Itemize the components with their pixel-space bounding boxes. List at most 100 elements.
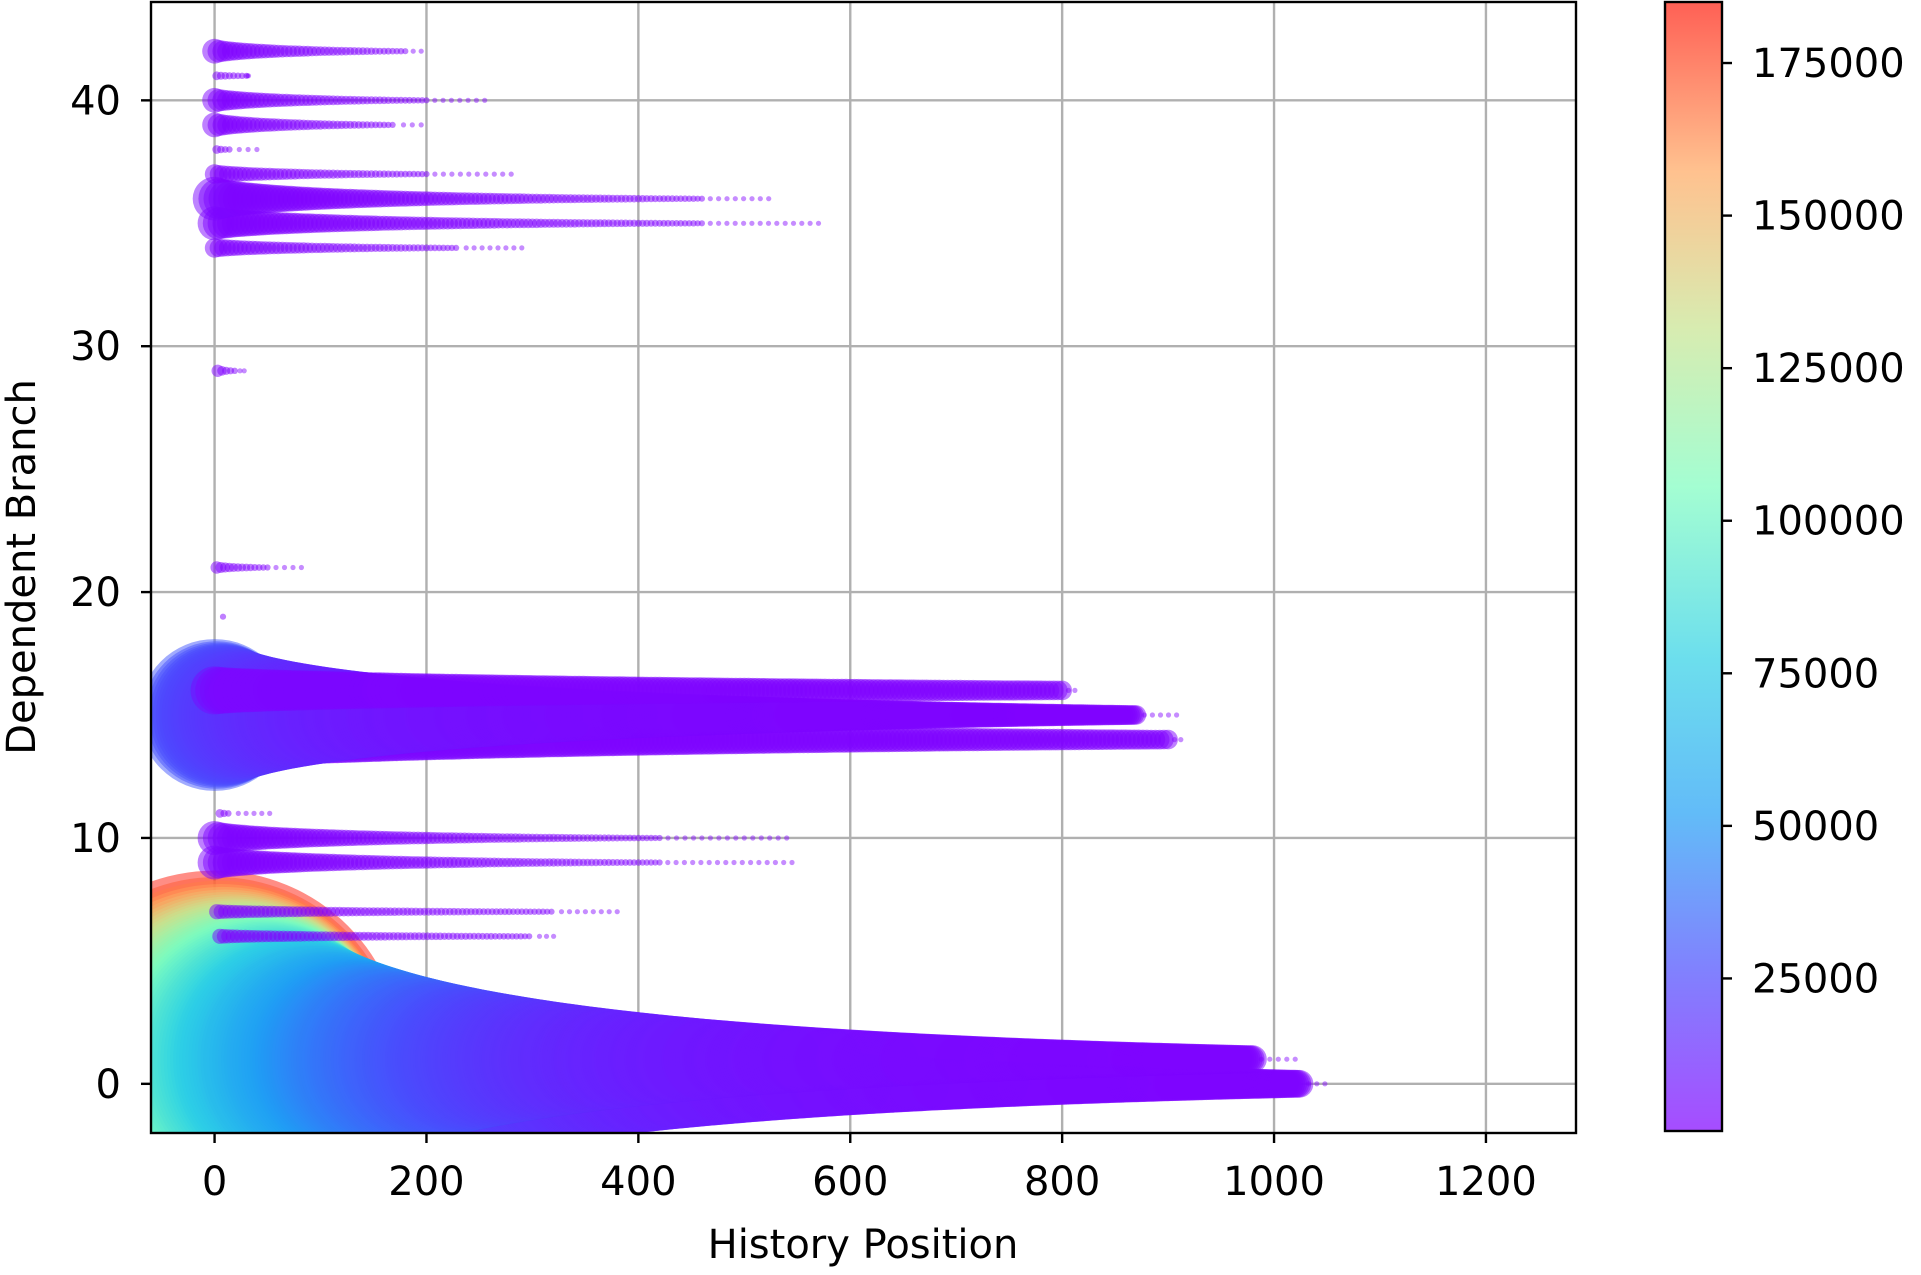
- data-point: [503, 245, 509, 251]
- branch-series-9: [197, 845, 795, 880]
- data-point: [772, 859, 779, 866]
- data-point: [298, 564, 304, 571]
- data-point: [1267, 1056, 1273, 1062]
- data-point: [681, 859, 688, 866]
- data-point: [1258, 1056, 1264, 1062]
- y-tick-label: 40: [70, 78, 121, 124]
- data-point: [673, 835, 680, 841]
- data-point: [784, 835, 790, 841]
- data-point: [543, 933, 550, 939]
- x-tick-label: 800: [1024, 1159, 1100, 1205]
- data-point: [432, 171, 438, 177]
- data-point: [471, 245, 477, 251]
- data-point: [707, 835, 714, 841]
- y-tick-label: 0: [96, 1062, 121, 1108]
- data-point: [699, 835, 705, 841]
- data-point: [453, 244, 460, 251]
- data-point: [551, 933, 557, 939]
- branch-series-42: [202, 38, 424, 64]
- data-point: [614, 909, 620, 915]
- data-point: [418, 122, 424, 128]
- colorbar-tick-label: 125000: [1752, 346, 1905, 392]
- branch-series-39: [202, 112, 424, 138]
- data-point: [251, 810, 257, 817]
- data-point: [758, 835, 764, 841]
- data-point: [1065, 687, 1072, 694]
- x-axis-label: History Position: [708, 1222, 1019, 1268]
- data-point: [741, 835, 747, 841]
- data-point: [400, 122, 407, 128]
- data-point: [741, 196, 747, 202]
- data-point: [440, 171, 446, 177]
- x-tick-label: 1000: [1223, 1159, 1325, 1205]
- data-point: [732, 220, 738, 226]
- data-point: [757, 196, 763, 202]
- data-point: [254, 146, 260, 153]
- data-point: [774, 220, 780, 226]
- data-point: [1314, 1081, 1320, 1087]
- data-point: [716, 835, 722, 841]
- data-point: [782, 220, 788, 226]
- data-point: [652, 834, 659, 842]
- data-point: [511, 245, 517, 251]
- data-point: [749, 220, 755, 226]
- data-point: [1292, 1056, 1298, 1062]
- data-point: [724, 220, 730, 226]
- data-point: [432, 97, 438, 103]
- x-tick-label: 1200: [1435, 1159, 1537, 1205]
- data-point: [665, 859, 671, 866]
- data-point: [731, 859, 737, 866]
- data-point: [656, 834, 663, 842]
- data-point: [409, 122, 415, 128]
- data-point: [698, 859, 704, 866]
- data-point: [440, 97, 446, 103]
- data-point: [290, 564, 296, 571]
- x-tick-label: 600: [812, 1159, 888, 1205]
- branch-series-11: [215, 809, 273, 818]
- data-point: [487, 245, 493, 251]
- data-point: [741, 220, 747, 226]
- data-point: [1178, 737, 1184, 743]
- data-point: [267, 810, 273, 817]
- data-point: [245, 73, 252, 79]
- branch-series-29: [211, 364, 247, 377]
- data-point: [1165, 712, 1172, 718]
- data-point: [714, 859, 721, 866]
- data-point: [739, 859, 745, 866]
- y-tick-label: 10: [70, 816, 121, 862]
- data-point: [479, 245, 485, 251]
- branch-series-15: [151, 639, 1180, 791]
- data-point: [574, 909, 581, 915]
- data-point: [245, 146, 251, 153]
- data-point: [423, 97, 430, 104]
- data-point: [1171, 737, 1178, 743]
- data-point: [748, 859, 754, 866]
- data-point: [706, 859, 712, 866]
- colorbar-tick-label: 175000: [1752, 41, 1905, 87]
- data-point: [402, 48, 409, 55]
- branch-series-10: [197, 821, 790, 855]
- data-point: [225, 810, 232, 817]
- data-point: [519, 245, 525, 251]
- data-point: [465, 97, 471, 103]
- data-point: [473, 97, 479, 103]
- data-point: [707, 220, 713, 226]
- data-point: [789, 859, 795, 866]
- data-point: [590, 909, 596, 915]
- data-point: [781, 859, 787, 866]
- data-point: [698, 220, 706, 227]
- colorbar-tick-label: 150000: [1752, 194, 1905, 240]
- data-point: [526, 933, 533, 940]
- data-point: [449, 171, 455, 177]
- data-point: [767, 835, 773, 841]
- data-point: [1239, 1045, 1267, 1074]
- data-point: [264, 564, 271, 571]
- data-point: [656, 859, 663, 866]
- data-point: [231, 367, 238, 374]
- data-point: [483, 171, 489, 177]
- data-point: [566, 909, 573, 915]
- data-point: [750, 835, 756, 841]
- data-point: [500, 171, 506, 177]
- data-point: [766, 196, 772, 202]
